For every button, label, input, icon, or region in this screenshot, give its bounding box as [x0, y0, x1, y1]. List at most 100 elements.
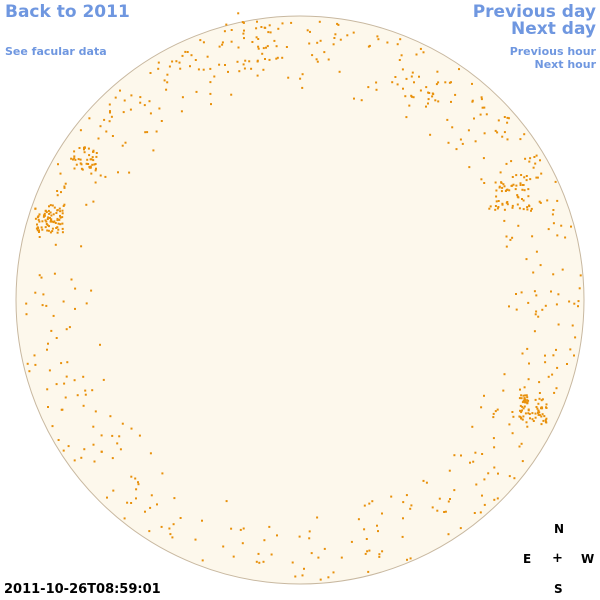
facula-speck	[551, 373, 554, 376]
facula-speck	[310, 552, 313, 555]
facula-speck	[90, 172, 93, 175]
facula-speck	[221, 43, 224, 46]
facula-speck	[544, 304, 547, 307]
facula-speck	[509, 238, 512, 241]
facula-speck	[84, 393, 87, 396]
facula-speck	[396, 83, 399, 86]
facula-speck	[46, 348, 48, 351]
facula-speck	[427, 102, 429, 105]
facula-speck	[36, 216, 39, 219]
facula-speck	[268, 58, 271, 61]
facula-speck	[473, 512, 476, 514]
facula-speck	[276, 56, 279, 59]
facula-speck	[492, 416, 495, 419]
facula-speck	[243, 67, 246, 70]
facula-speck	[438, 497, 441, 500]
facula-speck	[529, 178, 532, 181]
facula-speck	[38, 213, 41, 216]
facula-speck	[51, 230, 54, 233]
facula-speck	[525, 258, 528, 261]
facula-speck	[92, 200, 95, 203]
previous-hour-link[interactable]: Previous hour	[509, 45, 596, 58]
facula-speck	[555, 303, 558, 306]
facula-speck	[518, 445, 521, 448]
facula-speck	[534, 398, 537, 401]
facula-speck	[503, 373, 506, 376]
facula-speck	[519, 184, 522, 186]
previous-day-link[interactable]: Previous day	[472, 2, 596, 22]
facula-speck	[55, 383, 58, 386]
facula-speck	[547, 228, 550, 231]
facula-speck	[149, 452, 152, 455]
facula-speck	[108, 120, 111, 123]
facula-speck	[552, 273, 555, 276]
facula-speck	[542, 419, 545, 422]
facula-speck	[511, 184, 514, 187]
facula-speck	[114, 96, 117, 99]
facula-speck	[123, 517, 126, 520]
facula-speck	[80, 245, 83, 248]
facula-speck	[483, 106, 486, 109]
see-facular-data-link[interactable]: See facular data	[5, 45, 107, 58]
facula-speck	[493, 498, 496, 501]
facula-speck	[99, 174, 102, 177]
facula-speck	[569, 348, 572, 351]
facula-speck	[111, 135, 114, 137]
solar-disk	[15, 15, 585, 585]
facula-speck	[36, 229, 39, 232]
facula-speck	[74, 307, 76, 310]
facula-speck	[89, 158, 92, 161]
facula-speck	[80, 456, 83, 459]
facula-speck	[406, 558, 408, 561]
facula-speck	[327, 576, 330, 579]
facula-speck	[453, 454, 456, 457]
facula-speck	[144, 510, 146, 513]
facula-speck	[528, 204, 530, 207]
facula-speck	[56, 194, 59, 197]
facula-speck	[63, 186, 66, 189]
next-hour-link[interactable]: Next hour	[534, 58, 597, 71]
facula-speck	[256, 60, 259, 63]
facula-speck	[47, 406, 49, 408]
facula-speck	[91, 163, 94, 166]
facula-speck	[492, 437, 495, 440]
facula-speck	[554, 180, 557, 183]
facula-speck	[172, 523, 175, 526]
facula-speck	[482, 157, 485, 160]
facula-speck	[104, 175, 107, 178]
facula-speck	[400, 54, 403, 57]
facula-speck	[111, 457, 114, 460]
facula-speck	[394, 76, 397, 78]
facula-speck	[316, 60, 319, 63]
facula-speck	[118, 435, 121, 438]
facula-speck	[157, 67, 160, 70]
facula-speck	[137, 481, 139, 484]
facula-speck	[409, 507, 412, 510]
facula-speck	[505, 162, 508, 165]
facula-speck	[52, 314, 55, 317]
facula-speck	[47, 229, 50, 232]
facula-speck	[47, 209, 50, 212]
facula-speck	[59, 223, 62, 226]
facula-speck	[399, 38, 402, 41]
facula-speck	[84, 389, 87, 392]
facula-speck	[308, 530, 311, 533]
facula-speck	[137, 483, 140, 486]
facula-speck	[402, 87, 404, 90]
facula-speck	[521, 405, 524, 408]
next-day-link[interactable]: Next day	[511, 19, 596, 39]
facula-speck	[86, 158, 89, 161]
facula-speck	[46, 388, 49, 391]
facula-speck	[116, 442, 119, 445]
facula-speck	[49, 211, 52, 214]
compass-center-marker: +	[552, 551, 563, 566]
facula-speck	[515, 174, 518, 177]
facula-speck	[180, 110, 183, 113]
facula-speck	[61, 209, 64, 212]
facula-speck	[546, 199, 549, 202]
back-to-year-link[interactable]: Back to 2011	[5, 2, 130, 22]
facula-speck	[461, 142, 464, 145]
facula-speck	[109, 415, 112, 418]
facula-speck	[401, 68, 404, 71]
